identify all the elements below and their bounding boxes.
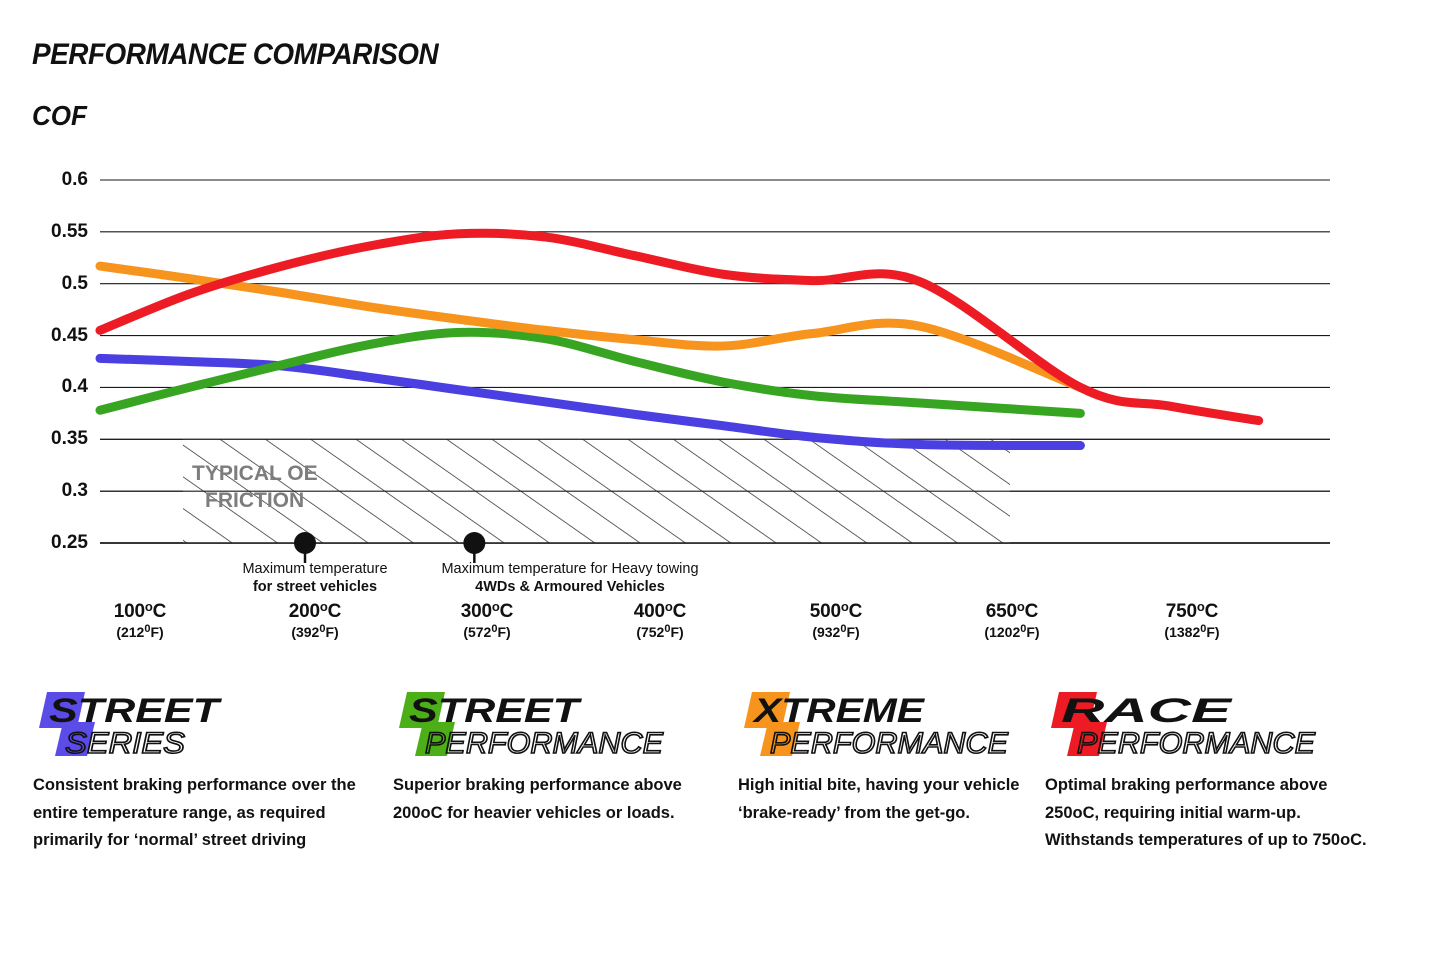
product-logo-wrap: RACE PERFORMANCE — [1045, 688, 1385, 764]
band-label-line2: FRICTION — [205, 489, 304, 512]
product-logo-wrap: STREET SERIES — [33, 688, 378, 764]
series-line-street-series — [95, 353, 1085, 451]
logo-word-bottom: PERFORMANCE — [1077, 727, 1316, 760]
x-axis-tick-label: 500oC (9320F) — [809, 599, 863, 640]
y-axis-title: COF — [32, 100, 87, 131]
logo-word-top: XTREME — [752, 692, 926, 730]
x-axis-tick-label: 750oC (13820F) — [1164, 599, 1220, 640]
y-axis-tick-label: 0.5 — [61, 272, 88, 294]
product-card[interactable]: XTREME PERFORMANCE High initial bite, havi… — [738, 688, 1028, 827]
product-card[interactable]: STREET SERIES Consistent braking performan… — [33, 688, 378, 855]
band-label-line1: TYPICAL OE — [192, 462, 318, 485]
logo-word-bottom: PERFORMANCE — [770, 727, 1009, 760]
annotation-line-2: 4WDs & Armoured Vehicles — [475, 579, 665, 596]
logo-accent-shape-bottom — [415, 722, 455, 756]
logo-accent-shape-top — [1051, 692, 1097, 728]
y-axis-tick-label: 0.35 — [51, 428, 88, 450]
x-axis-tick-label: 300oC (5720F) — [460, 599, 514, 640]
product-card[interactable]: STREET PERFORMANCE Superior braking perfor… — [393, 688, 728, 827]
x-axis-tick-label: 100oC (2120F) — [113, 599, 167, 640]
x-axis-tick-label: 200oC (3920F) — [288, 599, 342, 640]
y-axis-tick-label: 0.45 — [51, 324, 88, 346]
annotation-line-1: Maximum temperature — [242, 561, 388, 577]
annotation-line-1: Maximum temperature for Heavy towing — [441, 561, 699, 577]
logo-accent-shape-top — [39, 692, 85, 728]
product-description: Consistent braking performance over the … — [33, 776, 356, 850]
logo-accent-shape-top — [399, 692, 445, 728]
y-axis-tick-label: 0.3 — [61, 480, 88, 502]
y-axis-tick-label: 0.55 — [51, 220, 88, 242]
series-line-xtreme-performance — [95, 261, 1085, 392]
x-axis-tick-label: 650oC (12020F) — [984, 599, 1040, 640]
logo-word-bottom: SERIES — [65, 727, 185, 760]
logo-accent-shape-bottom — [55, 722, 95, 756]
y-axis-tick-label: 0.4 — [61, 376, 88, 398]
y-axis-tick-label: 0.6 — [61, 169, 88, 190]
logo-word-bottom: PERFORMANCE — [425, 727, 664, 760]
logo-accent-shape-bottom — [1067, 722, 1107, 756]
annotation-marker-dot — [294, 532, 316, 554]
series-line-street-performance — [95, 327, 1085, 418]
product-description: Superior braking performance above 200oC… — [393, 776, 682, 822]
logo-accent-shape-bottom — [760, 722, 800, 756]
logo-word-top: STREET — [49, 692, 223, 730]
product-description: High initial bite, having your vehicle ‘… — [738, 776, 1020, 822]
logo-word-top: STREET — [409, 692, 583, 730]
series-line-race-performance — [95, 228, 1264, 426]
logo-word-top: RACE — [1061, 692, 1233, 730]
product-logo-wrap: XTREME PERFORMANCE — [738, 688, 1028, 764]
product-description: Optimal braking performance above 250oC,… — [1045, 776, 1367, 850]
page-title: PERFORMANCE COMPARISON — [32, 38, 439, 71]
annotation-line-2: for street vehicles — [252, 579, 378, 596]
product-card[interactable]: RACE PERFORMANCE Optimal braking performan… — [1045, 688, 1385, 855]
product-logo-wrap: STREET PERFORMANCE — [393, 688, 728, 764]
y-axis-tick-labels: 0.6 0.55 0.5 0.45 0.4 0.35 0.3 0.25 — [18, 0, 88, 660]
chart-annotation: Maximum temperature for street vehicles — [150, 560, 480, 596]
logo-accent-shape-top — [744, 692, 790, 728]
annotation-marker-dot — [463, 532, 486, 554]
y-axis-tick-label: 0.25 — [51, 532, 88, 553]
chart-plot-area: TYPICAL OE FRICTION 0.6 0.55 0.5 0.45 0.4 0.35… — [18, 0, 1330, 660]
chart-canvas: TYPICAL OE FRICTION — [95, 179, 1330, 563]
chart-annotation: Maximum temperature for Heavy towing 4WDs… — [405, 560, 735, 596]
x-axis-tick-label: 400oC (7520F) — [633, 599, 687, 640]
